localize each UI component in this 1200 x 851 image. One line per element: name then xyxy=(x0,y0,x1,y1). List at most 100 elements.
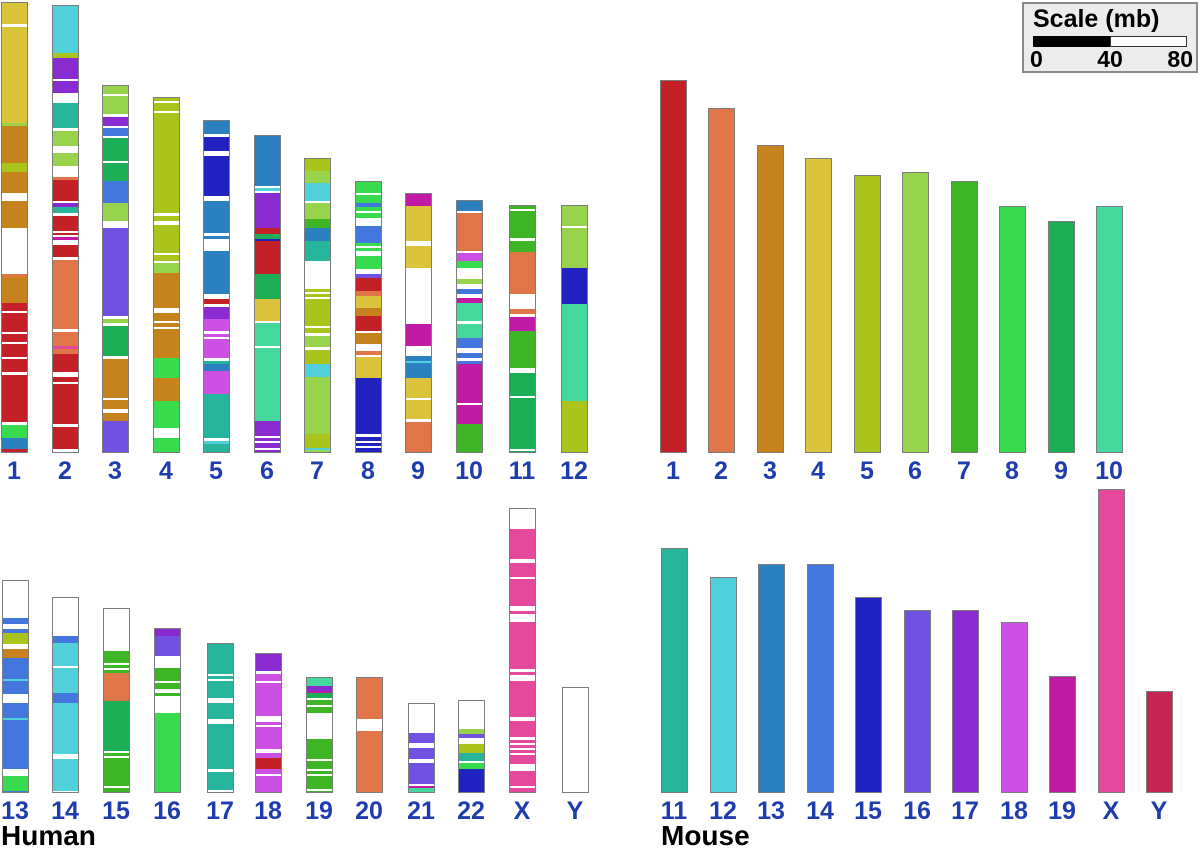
unpainted-segment xyxy=(204,196,229,201)
synteny-segment-mouse-14 xyxy=(103,181,128,203)
chromosome-label-mouse-14: 14 xyxy=(806,797,834,825)
synteny-segment-mouse-7 xyxy=(305,219,330,228)
scale-bar-filled-segment xyxy=(1033,36,1110,47)
unpainted-segment xyxy=(305,297,330,299)
chromosome-mouse-16 xyxy=(904,610,931,793)
unpainted-segment xyxy=(154,428,179,438)
synteny-segment-mouse-1 xyxy=(53,233,78,235)
chromosome-mouse-10 xyxy=(1096,206,1123,453)
unpainted-segment xyxy=(53,598,78,636)
unpainted-segment xyxy=(457,403,482,405)
synteny-segment-mouse-3 xyxy=(2,126,27,163)
unpainted-segment xyxy=(356,331,381,333)
synteny-segment-mouse-5 xyxy=(154,98,179,101)
unpainted-segment xyxy=(204,331,229,334)
synteny-segment-mouse-X xyxy=(510,750,535,753)
unpainted-segment xyxy=(510,238,535,241)
synteny-segment-mouse-4 xyxy=(356,296,381,308)
unpainted-segment xyxy=(204,239,229,251)
unpainted-segment xyxy=(510,743,535,745)
unpainted-segment xyxy=(103,356,128,359)
synteny-segment-mouse-6 xyxy=(2,123,27,126)
synteny-segment-mouse-3 xyxy=(2,201,27,228)
synteny-segment-mouse-8 xyxy=(154,358,179,378)
unpainted-segment xyxy=(208,769,233,772)
synteny-segment-mouse-16 xyxy=(356,274,381,278)
chromosome-mouse-3 xyxy=(757,145,784,453)
synteny-segment-mouse-10 xyxy=(457,324,482,338)
synteny-segment-mouse-5 xyxy=(154,225,179,253)
synteny-segment-mouse-18 xyxy=(256,753,281,758)
synteny-segment-mouse-19 xyxy=(406,324,431,346)
unpainted-segment xyxy=(256,671,281,674)
chromosome-mouse-7 xyxy=(951,181,978,453)
synteny-segment-mouse-6 xyxy=(562,228,587,268)
unpainted-segment xyxy=(154,111,179,113)
unpainted-segment xyxy=(510,737,535,740)
chromosome-mouse-2 xyxy=(708,108,735,453)
synteny-segment-mouse-16 xyxy=(409,733,434,743)
synteny-segment-mouse-X xyxy=(1099,490,1124,792)
unpainted-segment xyxy=(2,357,27,359)
chromosome-label-mouse-2: 2 xyxy=(714,457,728,485)
unpainted-segment xyxy=(53,754,78,759)
synteny-segment-mouse-14 xyxy=(808,565,833,792)
chromosome-human-5 xyxy=(203,120,230,453)
synteny-segment-mouse-10 xyxy=(409,788,434,792)
chromosome-label-mouse-7: 7 xyxy=(957,457,971,485)
synteny-segment-mouse-19 xyxy=(406,194,431,206)
synteny-segment-mouse-18 xyxy=(256,769,281,774)
synteny-segment-mouse-5 xyxy=(305,434,330,448)
unpainted-segment xyxy=(256,774,281,776)
synteny-segment-mouse-11 xyxy=(208,724,233,769)
unpainted-segment xyxy=(53,235,78,237)
unpainted-segment xyxy=(104,786,129,788)
synteny-segment-mouse-5 xyxy=(154,216,179,221)
synteny-segment-mouse-1 xyxy=(2,359,27,372)
synteny-segment-mouse-7 xyxy=(155,668,180,681)
synteny-segment-mouse-2 xyxy=(53,349,78,354)
synteny-segment-mouse-11 xyxy=(53,207,78,213)
chromosome-label-mouse-8: 8 xyxy=(1005,457,1019,485)
synteny-segment-mouse-3 xyxy=(3,649,28,658)
chromosome-human-X xyxy=(509,508,536,793)
synteny-segment-mouse-5 xyxy=(855,176,880,452)
unpainted-segment xyxy=(457,251,482,253)
synteny-segment-mouse-X xyxy=(510,563,535,577)
unpainted-segment xyxy=(204,151,229,156)
chromosome-mouse-5 xyxy=(854,175,881,453)
synteny-segment-mouse-Y xyxy=(1147,692,1172,792)
synteny-segment-mouse-8 xyxy=(1000,207,1025,452)
chromosome-mouse-19 xyxy=(1049,676,1076,793)
chromosome-label-mouse-3: 3 xyxy=(763,457,777,485)
unpainted-segment xyxy=(53,791,78,792)
synteny-segment-mouse-5 xyxy=(305,159,330,171)
synteny-segment-mouse-3 xyxy=(154,323,179,327)
synteny-segment-mouse-7 xyxy=(307,707,332,713)
synteny-segment-mouse-3 xyxy=(154,378,179,401)
unpainted-segment xyxy=(255,186,280,188)
chromosome-mouse-9 xyxy=(1048,221,1075,453)
unpainted-segment xyxy=(208,698,233,703)
synteny-segment-mouse-12 xyxy=(53,643,78,666)
synteny-segment-mouse-X xyxy=(510,745,535,748)
synteny-segment-mouse-1 xyxy=(53,354,78,372)
unpainted-segment xyxy=(406,241,431,246)
chromosome-label-human-19: 19 xyxy=(305,797,333,825)
unpainted-segment xyxy=(204,358,229,361)
unpainted-segment xyxy=(53,146,78,153)
unpainted-segment xyxy=(356,355,381,357)
synteny-segment-mouse-18 xyxy=(256,683,281,716)
synteny-segment-mouse-1 xyxy=(53,216,78,231)
synteny-segment-mouse-5 xyxy=(305,299,330,326)
unpainted-segment xyxy=(2,311,27,313)
synteny-segment-mouse-7 xyxy=(510,211,535,238)
unpainted-segment xyxy=(457,268,482,279)
chromosome-label-human-10: 10 xyxy=(455,457,483,485)
chromosome-label-mouse-Y: Y xyxy=(1150,797,1168,825)
synteny-segment-mouse-4 xyxy=(406,378,431,398)
synteny-segment-mouse-11 xyxy=(204,394,229,438)
unpainted-segment xyxy=(510,314,535,317)
synteny-segment-mouse-9 xyxy=(104,701,129,751)
unpainted-segment xyxy=(256,725,281,727)
